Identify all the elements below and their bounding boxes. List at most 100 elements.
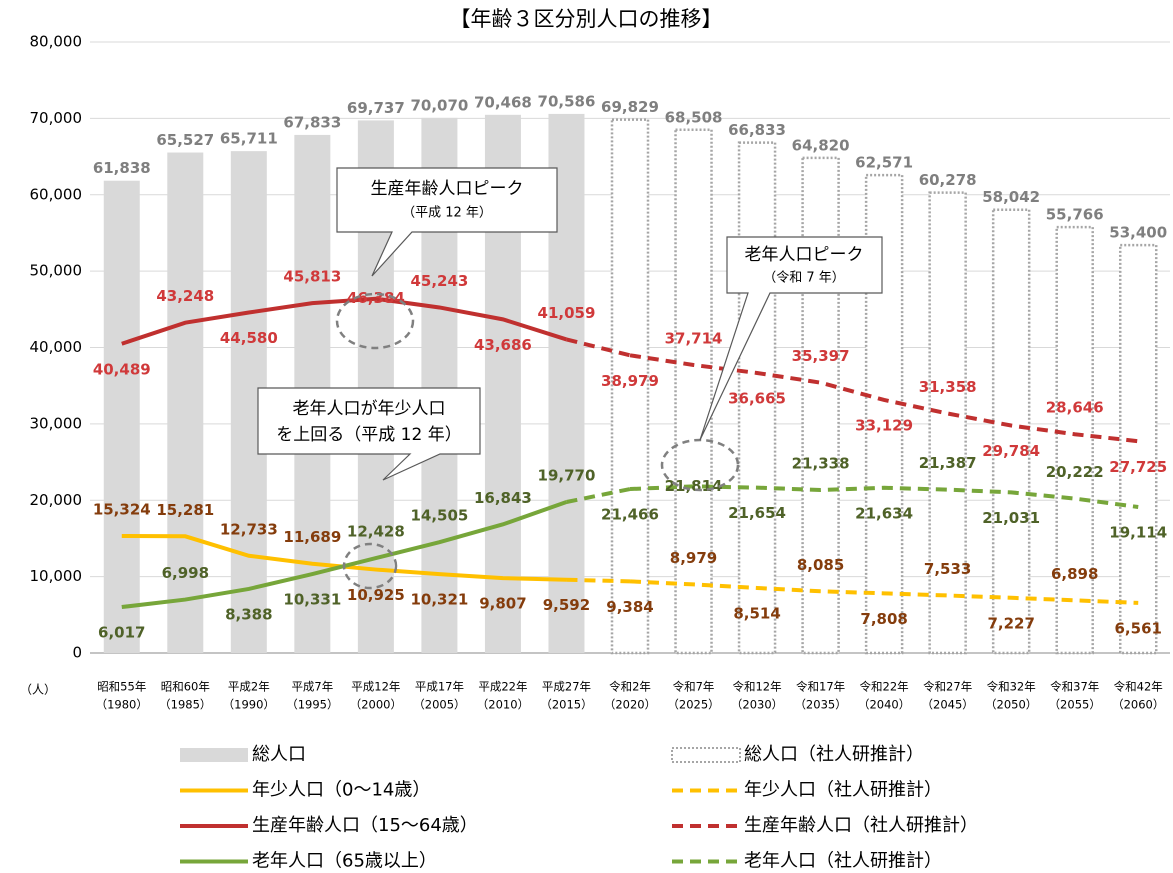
line	[121, 296, 568, 346]
data-label: 6,561	[1115, 619, 1162, 637]
x-tick-sublabel: （2005）	[413, 698, 465, 712]
callout	[336, 167, 558, 277]
line	[629, 579, 1139, 605]
data-label: 7,533	[924, 560, 971, 578]
y-tick-label: 80,000	[30, 33, 83, 51]
data-label: 60,278	[919, 171, 977, 189]
legend-label: 生産年齢人口（社人研推計）	[744, 815, 978, 836]
legend-swatch	[180, 748, 248, 762]
data-label: 15,281	[156, 501, 214, 519]
overlay: 生産年齢人口ピーク （平成 12 年） 老年人口ピーク （令和 7 年） 老年人…	[257, 167, 883, 590]
legend-label: 総人口	[252, 744, 306, 765]
highlight-circle	[342, 542, 398, 590]
x-tick-label: 平成27年	[542, 680, 591, 694]
x-tick-sublabel: （2040）	[858, 698, 910, 712]
x-tick-sublabel: （2035）	[794, 698, 846, 712]
chart-title: 【年齢３区分別人口の推移】	[450, 7, 723, 31]
data-label: 21,634	[855, 504, 913, 522]
callout-text: （令和 7 年）	[763, 271, 845, 286]
x-tick-label: 平成12年	[351, 680, 400, 694]
legend-label: 生産年齢人口（15～64歳）	[252, 815, 478, 836]
x-tick-label: 平成7年	[291, 680, 333, 694]
x-tick-sublabel: （1995）	[286, 698, 338, 712]
x-tick-sublabel: （1985）	[159, 698, 211, 712]
data-label: 55,766	[1046, 206, 1104, 224]
bar	[1118, 243, 1158, 655]
data-label: 28,646	[1046, 399, 1104, 417]
bar	[1055, 225, 1094, 655]
x-tick-sublabel: （2020）	[604, 698, 656, 712]
data-label: 43,248	[156, 287, 214, 305]
data-label: 46,384	[347, 289, 405, 307]
x-tick-sublabel: （1980）	[96, 698, 148, 712]
y-tick-label: 60,000	[30, 185, 83, 203]
y-tick-label: 30,000	[30, 414, 83, 432]
data-label: 21,654	[728, 504, 786, 522]
bar	[674, 128, 713, 655]
x-tick-sublabel: （2055）	[1049, 698, 1101, 712]
data-label: 69,829	[601, 98, 659, 116]
data-label: 70,070	[410, 96, 468, 114]
legend-label: 老年人口（65歳以上）	[252, 851, 437, 872]
data-label: 68,508	[665, 108, 723, 126]
plot: 0 10,000 20,000 30,000 40,000 50,000 60,000 70,…	[30, 33, 1170, 872]
x-tick-label: 令和27年	[923, 680, 972, 694]
x-tick-sublabel: （2000）	[350, 698, 402, 712]
bar	[801, 156, 840, 655]
data-label: 36,665	[728, 389, 786, 407]
data-label: 29,784	[982, 442, 1040, 460]
line-connector	[566, 577, 631, 584]
bar	[103, 180, 140, 653]
data-label: 41,059	[538, 304, 596, 322]
x-tick-label: 昭和60年	[161, 680, 210, 694]
data-label: 70,586	[538, 92, 596, 110]
x-tick-label: 平成2年	[228, 680, 270, 694]
x-tick-label: 昭和55年	[97, 680, 146, 694]
data-label: 8,388	[225, 605, 272, 623]
legend-swatch	[671, 747, 741, 763]
legend-label: 年少人口（社人研推計）	[744, 780, 942, 801]
data-label: 21,387	[919, 454, 977, 472]
data-label: 9,384	[606, 598, 653, 616]
x-tick-sublabel: （2060）	[1112, 698, 1164, 712]
bar	[737, 141, 777, 655]
data-label: 43,686	[474, 336, 532, 354]
x-tick-sublabel: （2030）	[731, 698, 783, 712]
data-label: 12,733	[220, 520, 278, 538]
x-tick-label: 令和17年	[796, 680, 845, 694]
line	[629, 353, 1139, 444]
y-tick-label: 20,000	[30, 491, 83, 509]
bar	[167, 152, 204, 653]
callout	[699, 236, 883, 441]
bar	[610, 118, 650, 655]
data-label: 58,042	[982, 188, 1040, 206]
bar	[991, 208, 1031, 655]
data-label: 21,466	[601, 506, 659, 524]
callout-text: 老年人口が年少人口	[293, 399, 446, 419]
data-label: 27,725	[1109, 458, 1167, 476]
callout-text: を上回る（平成 12 年）	[276, 425, 461, 445]
legend-label: 老年人口（社人研推計）	[744, 851, 942, 872]
data-label: 9,592	[543, 596, 590, 614]
data-label: 20,222	[1046, 463, 1104, 481]
data-label: 8,085	[797, 556, 844, 574]
data-label: 45,243	[410, 272, 468, 290]
data-label: 7,808	[860, 610, 907, 628]
x-tick-label: 令和2年	[609, 680, 651, 694]
data-label: 35,397	[792, 347, 850, 365]
callout-text: 老年人口ピーク	[745, 245, 864, 265]
data-label: 65,711	[220, 130, 278, 148]
x-tick-label: 令和7年	[673, 680, 715, 694]
data-label: 64,820	[792, 136, 850, 154]
y-unit: （人）	[20, 683, 56, 697]
data-label: 10,321	[410, 591, 468, 609]
x-tick-sublabel: （2015）	[540, 698, 592, 712]
data-label: 40,489	[93, 360, 151, 378]
data-label: 8,514	[733, 604, 780, 622]
data-label: 21,338	[792, 455, 850, 473]
data-label: 6,017	[98, 624, 145, 642]
data-label: 66,833	[728, 121, 786, 139]
bar	[928, 191, 967, 655]
data-label: 62,571	[855, 154, 913, 172]
